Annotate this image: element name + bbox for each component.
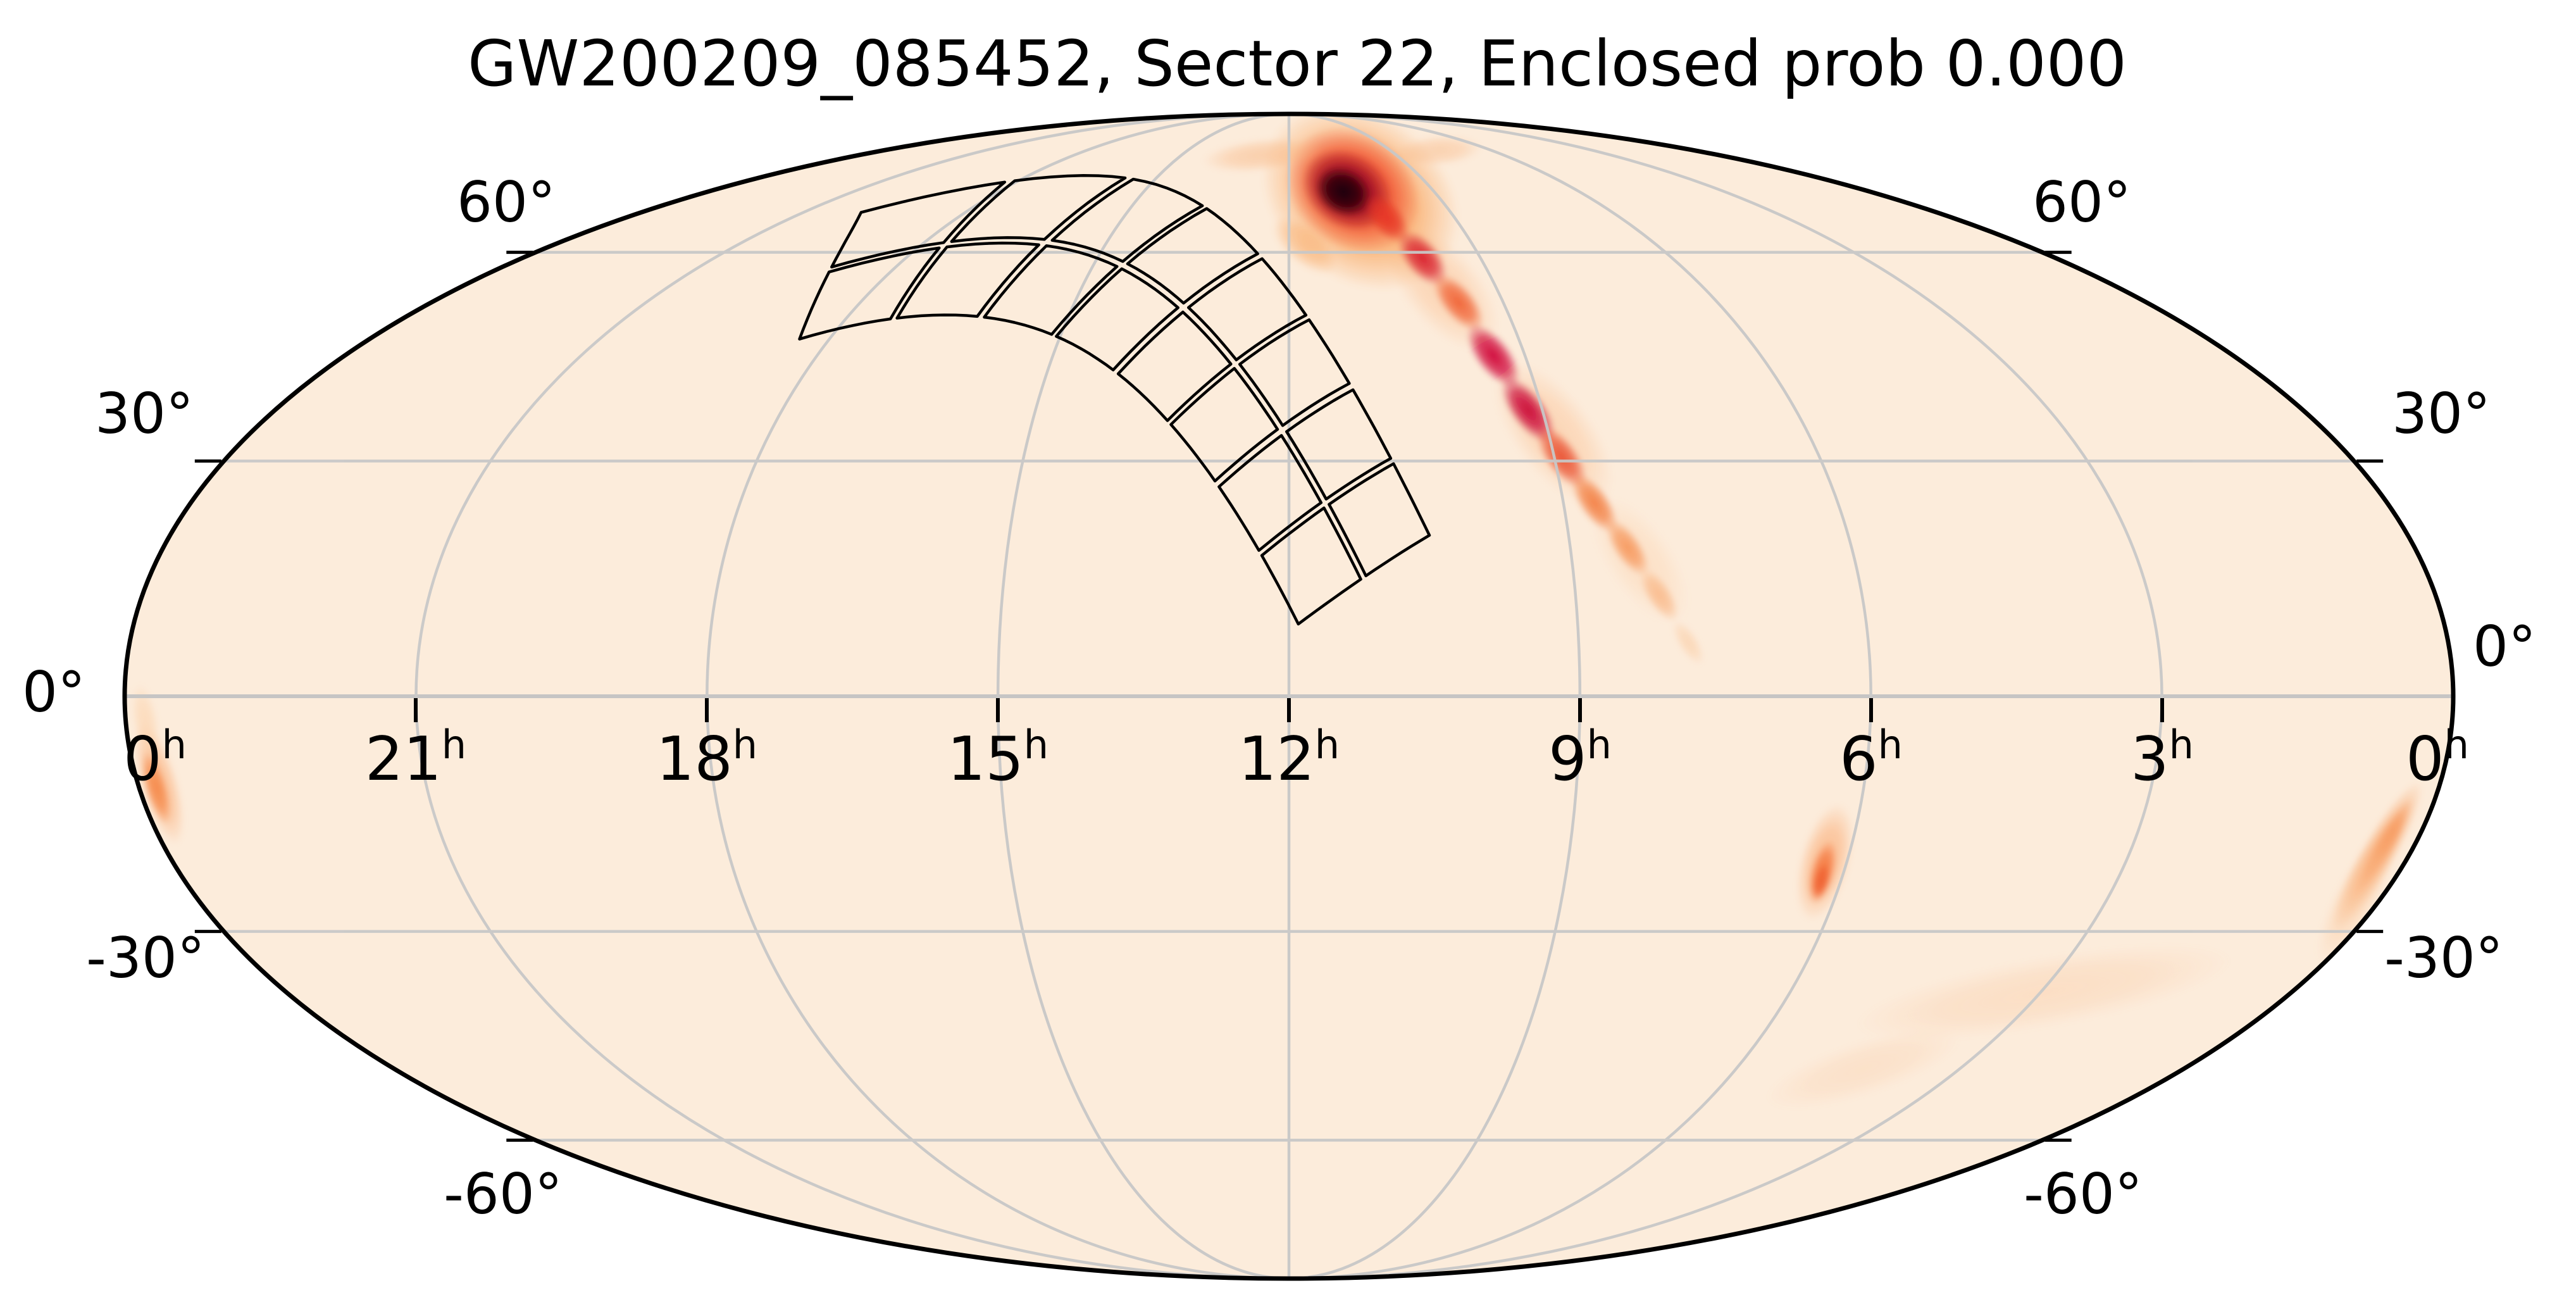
figure-title: GW200209_085452, Sector 22, Enclosed pro… bbox=[468, 27, 2127, 101]
probability-blob-streak bbox=[1571, 473, 1619, 534]
probability-blob-blob-6h-core bbox=[1812, 862, 1831, 900]
sector-ccd-outline-cam2-11 bbox=[1169, 366, 1279, 483]
axis-labels: 60° 60° 30° 30° 0° 0° -30° -30° -60° -60° 0h 21h 18h… bbox=[22, 170, 2536, 1227]
ra-tick-label-6h: 6h bbox=[1839, 722, 1903, 794]
sky-map-outline bbox=[122, 111, 2456, 1281]
ra-tick-label-12h: 12h bbox=[1238, 722, 1340, 794]
dec-tick-label-left-0: 0° bbox=[22, 660, 85, 725]
ra-tick-label-3h: 3h bbox=[2131, 722, 2194, 794]
probability-blob-streak bbox=[1672, 620, 1705, 665]
sector-ccd-outline-cam1-11 bbox=[1260, 506, 1362, 626]
sector-ccd-outline-cam4-10 bbox=[950, 174, 1127, 243]
dec-tick-label-right-60: 60° bbox=[2032, 170, 2131, 235]
sector-ccd-outline-cam4-00 bbox=[830, 180, 1007, 269]
tess-sector-footprint bbox=[798, 174, 1431, 626]
probability-heatmap-layer bbox=[131, 114, 2423, 1109]
probability-blob-speckle bbox=[1393, 135, 1482, 166]
dec-tick-marks bbox=[194, 251, 2384, 1142]
graticule bbox=[125, 112, 2453, 1280]
probability-blob-faint-south-band bbox=[1857, 944, 2231, 1041]
probability-blob-streak bbox=[1364, 193, 1410, 244]
dec-tick-label-right--30: -30° bbox=[2384, 925, 2503, 991]
meridian-15h bbox=[996, 112, 1290, 1280]
probability-blob-streak bbox=[1639, 568, 1679, 622]
probability-blob-streak bbox=[1536, 425, 1588, 489]
sector-ccd-outline-cam3-10 bbox=[1126, 207, 1259, 305]
sector-ccd-outline-cam1-10 bbox=[1328, 462, 1431, 577]
probability-blob-speckle bbox=[1202, 137, 1322, 173]
ra-tick-label-0h: 0h bbox=[123, 722, 187, 794]
meridian-3h bbox=[1288, 112, 2164, 1280]
dec-tick-label-left-30: 30° bbox=[95, 381, 194, 446]
dec-tick-label-left-60: 60° bbox=[457, 170, 556, 235]
probability-blob-left-edge-faint bbox=[131, 684, 160, 760]
dec-tick-label-left--30: -30° bbox=[86, 925, 205, 991]
probability-blob-left-edge bbox=[141, 751, 171, 825]
dec-tick-label-left--60: -60° bbox=[444, 1161, 563, 1227]
probability-blob-streak bbox=[1465, 323, 1521, 388]
probability-blob-faint-south-band bbox=[1767, 1028, 1960, 1109]
sector-ccd-outline-cam1-01 bbox=[1217, 434, 1323, 552]
dec-tick-label-right-30: 30° bbox=[2392, 381, 2491, 446]
ra-tick-marks bbox=[414, 698, 2164, 722]
dec-tick-label-right-0: 0° bbox=[2473, 614, 2536, 679]
sector-ccd-outline-cam2-01 bbox=[1116, 310, 1233, 422]
probability-blob-streak bbox=[1605, 519, 1650, 576]
sector-ccd-outline-cam3-00 bbox=[1050, 177, 1204, 263]
sector-ccd-outline-cam2-00 bbox=[1186, 257, 1308, 361]
ra-tick-label-0h: 0h bbox=[2406, 722, 2469, 794]
sector-ccd-outline-cam2-10 bbox=[1238, 318, 1351, 427]
meridian-6h bbox=[1288, 112, 1873, 1280]
ra-tick-label-18h: 18h bbox=[656, 722, 757, 794]
meridian-21h bbox=[414, 112, 1290, 1280]
probability-blob-primary-core bbox=[1314, 166, 1372, 218]
sector-ccd-outline-cam1-00 bbox=[1285, 388, 1393, 501]
sector-ccd-outline-cam4-11 bbox=[895, 241, 1040, 320]
sector-ccd-outline-cam3-11 bbox=[1055, 267, 1179, 372]
probability-blob-streak bbox=[1433, 273, 1484, 332]
ra-tick-label-9h: 9h bbox=[1548, 722, 1612, 794]
sector-ccd-outline-cam3-01 bbox=[983, 244, 1119, 336]
probability-blob-streak bbox=[1397, 230, 1448, 286]
dec-tick-label-right--60: -60° bbox=[2024, 1161, 2143, 1227]
ra-tick-label-15h: 15h bbox=[947, 722, 1048, 794]
ra-tick-label-21h: 21h bbox=[365, 722, 466, 794]
sector-ccd-outline-cam4-01 bbox=[798, 246, 941, 341]
meridian-9h bbox=[1288, 112, 1582, 1280]
probability-blob-right-edge-faint bbox=[2317, 827, 2398, 964]
probability-heatmap bbox=[131, 114, 2423, 1109]
